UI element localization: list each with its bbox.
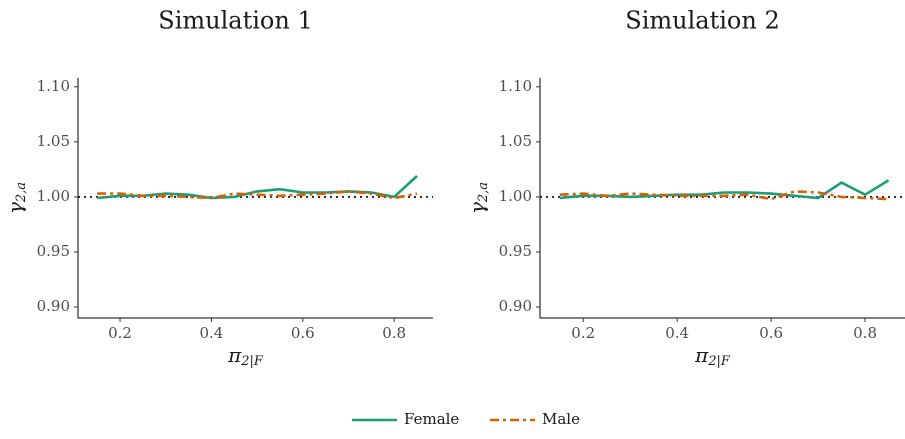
x-axis-label-symbol: π (227, 343, 242, 367)
x-axis-label-subscript: 2|F (240, 354, 264, 369)
x-axis-label: π2|F (694, 343, 731, 369)
y-axis-label: γ2,a (465, 182, 491, 214)
series-line (97, 190, 418, 200)
x-tick-label: 0.6 (291, 324, 315, 342)
chart-title: Simulation 1 (158, 7, 312, 35)
y-tick-label: 1.05 (499, 132, 532, 150)
x-axis-label-subscript: 2|F (707, 354, 731, 369)
y-axis-label-subscript: 2,a (476, 182, 491, 203)
x-tick-label: 0.4 (199, 324, 223, 342)
y-tick-label: 0.95 (37, 242, 70, 260)
y-axis-label-symbol: γ (465, 202, 489, 214)
y-tick-label: 1.00 (499, 187, 532, 205)
y-axis-label-symbol: γ (3, 202, 27, 214)
y-tick-label: 0.90 (37, 297, 70, 315)
y-tick-label: 0.90 (499, 297, 532, 315)
y-tick-label: 1.10 (37, 77, 70, 95)
y-axis-label-subscript: 2,a (14, 182, 29, 203)
legend-label: Male (542, 410, 580, 428)
y-axis-label: γ2,a (3, 182, 29, 214)
x-tick-label: 0.2 (108, 324, 132, 342)
y-tick-label: 1.10 (499, 77, 532, 95)
chart-title: Simulation 2 (625, 7, 779, 35)
x-axis-label: π2|F (227, 343, 264, 369)
x-tick-label: 0.6 (759, 324, 783, 342)
y-tick-label: 1.00 (37, 187, 70, 205)
y-tick-label: 1.05 (37, 132, 70, 150)
x-tick-label: 0.4 (665, 324, 689, 342)
x-tick-label: 0.8 (382, 324, 406, 342)
x-tick-label: 0.2 (571, 324, 595, 342)
series-line (559, 190, 889, 201)
x-axis-label-symbol: π (694, 343, 709, 367)
legend-label: Female (404, 410, 459, 428)
x-tick-label: 0.8 (853, 324, 877, 342)
y-tick-label: 0.95 (499, 242, 532, 260)
